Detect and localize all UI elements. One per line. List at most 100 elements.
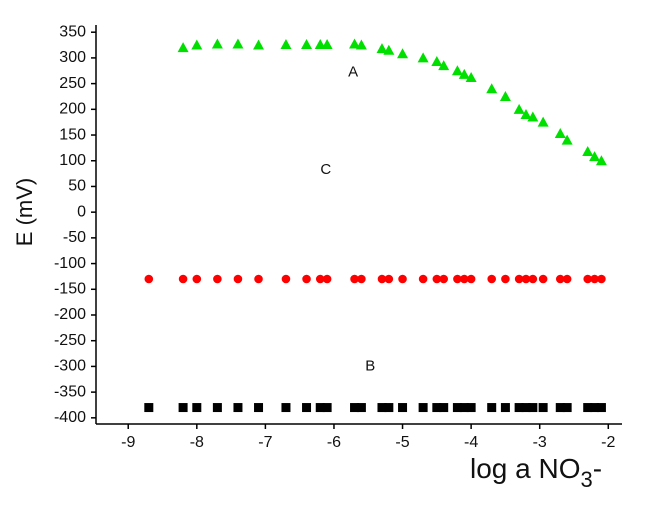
point [418,274,428,284]
point [583,274,593,284]
point [321,39,333,50]
point [315,403,325,413]
point [357,274,366,284]
point [254,274,263,284]
point [561,134,573,145]
point [383,44,395,55]
point [466,403,476,413]
y-tick-label: -200 [54,306,86,323]
point [466,274,476,284]
point [527,111,539,122]
y-tick-label: 250 [59,75,86,92]
point [438,60,450,71]
point [213,274,222,284]
point [459,274,469,284]
point [418,403,428,413]
point [301,39,313,50]
y-tick-label: -50 [63,229,86,246]
point [453,274,462,284]
point [487,274,497,284]
point [144,274,154,284]
y-tick-label: -400 [54,409,86,426]
point [597,274,606,284]
point [281,274,291,284]
point [192,274,202,284]
point [590,403,600,413]
point [465,71,477,82]
point [538,274,548,284]
point [281,403,291,413]
point [232,38,244,49]
y-tick-label: 0 [77,203,86,220]
point [398,274,407,284]
point [582,145,594,156]
point [212,403,222,413]
point [513,103,525,114]
y-tick-label: 50 [68,178,86,195]
y-tick-label: -150 [54,281,86,298]
point [177,42,189,53]
point [486,83,498,94]
point [537,116,549,127]
point [583,403,593,413]
x-tick-label: -6 [327,434,341,451]
point [350,274,359,284]
point [431,56,443,67]
y-tick-label: 350 [59,23,86,40]
point [384,403,394,413]
point [322,274,332,284]
point [521,274,531,284]
y-tick-label: 150 [59,126,86,143]
point [178,274,188,284]
point [302,274,311,284]
point [528,274,538,284]
x-axis-title: log a NO3- [470,453,602,492]
point [432,274,442,284]
point [377,274,387,284]
point [499,90,511,101]
point [596,403,606,413]
x-tick-label: -5 [395,434,409,451]
point [398,403,408,413]
point [595,155,607,166]
point [376,43,388,54]
point [233,274,243,284]
point [520,108,532,119]
point [397,48,409,59]
point [487,403,497,413]
point [253,39,265,50]
point [315,274,325,284]
point [350,403,360,413]
point [528,403,538,413]
point [459,403,469,413]
point [233,403,243,413]
point [538,403,548,413]
point [562,403,572,413]
point [349,38,361,49]
point [432,403,442,413]
y-tick-label: -300 [54,358,86,375]
y-tick-label: -350 [54,383,86,400]
x-tick-label: -9 [121,434,135,451]
point [555,274,565,284]
point [555,403,565,413]
x-tick-label: -2 [601,434,615,451]
point [562,274,572,284]
point [384,274,394,284]
point [439,274,448,284]
point [355,39,367,50]
point [192,403,202,413]
annotation: A [348,63,358,80]
point [439,403,449,413]
y-tick-label: -250 [54,332,86,349]
point [254,403,264,413]
x-axis-title-sub: 3 [581,467,593,492]
x-tick-label: -8 [190,434,204,451]
point [302,403,312,413]
point [514,403,524,413]
y-tick-label: -100 [54,255,86,272]
point [377,403,387,413]
x-axis-title-main: log a NO [470,453,581,484]
point [501,274,510,284]
point [144,403,154,413]
